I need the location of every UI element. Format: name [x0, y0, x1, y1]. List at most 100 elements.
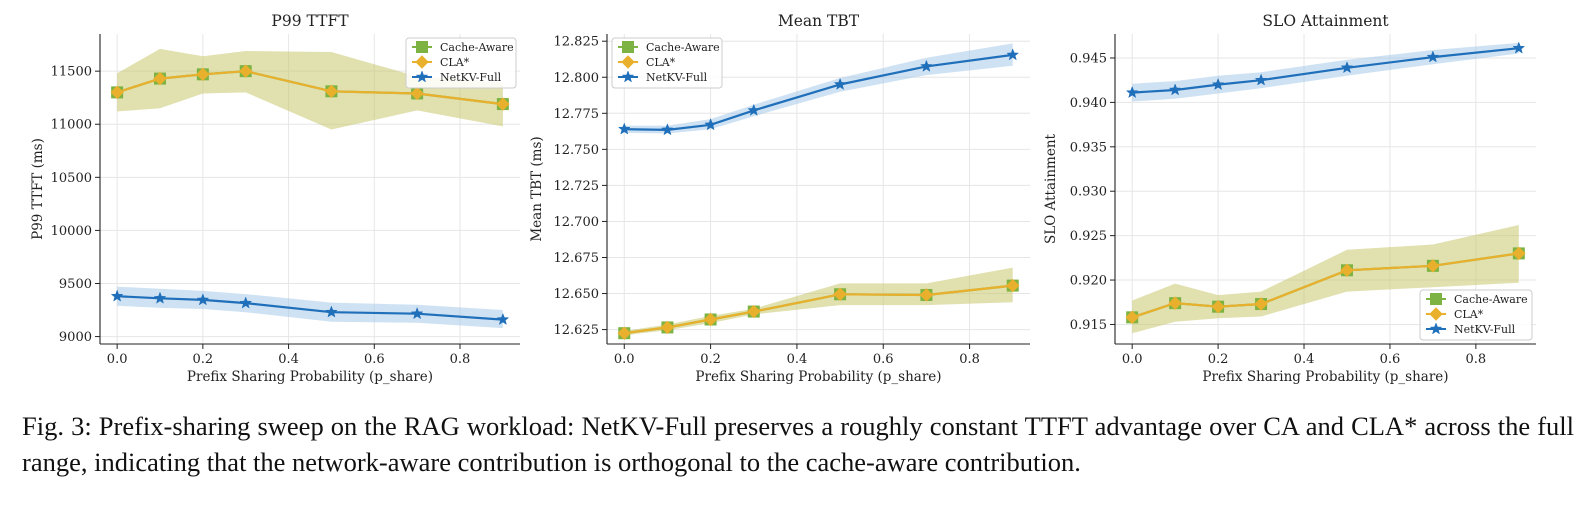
data-point-cla: [617, 326, 631, 340]
x-tick-label: 0.0: [1122, 352, 1143, 367]
y-tick-label: 12.825: [554, 35, 600, 50]
data-point-cla: [410, 86, 424, 101]
y-tick-label: 0.930: [1070, 185, 1107, 200]
y-tick-label: 0.940: [1070, 96, 1107, 111]
legend-label: CLA*: [646, 56, 676, 69]
data-point-netkv-full: [1512, 41, 1526, 54]
y-tick-label: 0.925: [1070, 229, 1107, 244]
legend-frame: [1419, 289, 1533, 341]
y-tick-label: 12.675: [554, 251, 600, 266]
y-tick-label: 0.915: [1070, 318, 1107, 333]
y-tick-label: 11500: [51, 65, 92, 80]
x-tick-label: 0.8: [1466, 352, 1487, 367]
figure-caption: Fig. 3: Prefix-sharing sweep on the RAG …: [22, 411, 1574, 477]
legend-label: NetKV-Full: [1454, 323, 1516, 336]
chart-panel-mean-tbt: 0.0 0.2 0.4 0.6 0.8 12.625 12.650 12.675 12.700 1…: [529, 12, 1030, 385]
data-point-cla: [1426, 259, 1440, 273]
legend: Cache-Aware CLA* NetKV-Full: [405, 37, 517, 89]
y-axis-label: P99 TTFT (ms): [30, 138, 46, 240]
data-point-cla: [1340, 263, 1354, 277]
legend-label: Cache-Aware: [1454, 293, 1528, 306]
data-point-cla: [1211, 299, 1225, 314]
legend-marker-cache-aware: [622, 41, 634, 53]
legend-label: CLA*: [440, 56, 470, 69]
x-axis-label: Prefix Sharing Probability (p_share): [1202, 369, 1448, 385]
chart-title: SLO Attainment: [1262, 12, 1389, 30]
y-tick-label: 0.945: [1070, 51, 1107, 66]
data-point-netkv-full: [661, 123, 674, 136]
legend-label: Cache-Aware: [646, 41, 720, 54]
data-point-netkv-full: [153, 291, 167, 304]
data-point-netkv-full: [410, 306, 424, 320]
legend-label: Cache-Aware: [440, 41, 514, 54]
confidence-band-netkv-full: [1132, 42, 1519, 102]
y-tick-label: 9000: [59, 330, 92, 345]
y-tick-label: 12.750: [554, 143, 600, 158]
legend-marker-cache-aware: [416, 41, 428, 53]
legend-marker-cache-aware: [1430, 293, 1442, 305]
x-tick-label: 0.0: [614, 352, 635, 367]
x-tick-label: 0.4: [787, 352, 808, 367]
confidence-band-netkv-full: [624, 43, 1013, 134]
y-tick-label: 0.920: [1070, 274, 1107, 289]
data-point-cla: [496, 97, 510, 111]
x-axis-label: Prefix Sharing Probability (p_share): [695, 369, 941, 385]
legend-label: NetKV-Full: [440, 71, 502, 84]
data-point-cla: [1512, 246, 1526, 261]
data-point-cla: [1168, 296, 1182, 310]
figure-charts: 0.0 0.2 0.4 0.6 0.8 9000 9500 10000 10500 11000 11…: [30, 12, 1536, 385]
y-axis-label: Mean TBT (ms): [529, 136, 545, 241]
y-axis-label: SLO Attainment: [1043, 133, 1059, 243]
chart-panel-p99-ttft: 0.0 0.2 0.4 0.6 0.8 9000 9500 10000 10500 11000 11…: [30, 12, 520, 385]
data-point-cla: [1006, 278, 1020, 293]
legend-label: CLA*: [1454, 308, 1484, 321]
data-point-netkv-full: [1426, 50, 1440, 63]
x-tick-label: 0.2: [700, 352, 721, 367]
data-point-netkv-full: [1254, 73, 1268, 86]
y-tick-label: 0.935: [1070, 140, 1107, 155]
x-tick-label: 0.2: [193, 352, 214, 367]
y-tick-label: 12.625: [554, 323, 600, 338]
x-tick-label: 0.2: [1208, 352, 1229, 367]
data-point-netkv-full: [196, 293, 210, 306]
chart-title: Mean TBT: [778, 12, 860, 30]
x-tick-label: 0.4: [278, 352, 299, 367]
y-tick-label: 12.800: [554, 71, 600, 86]
data-point-netkv-full: [496, 312, 510, 325]
data-point-cla: [196, 67, 210, 82]
y-tick-label: 10500: [51, 171, 92, 186]
data-point-cla: [324, 84, 339, 99]
legend-frame: [405, 37, 517, 89]
data-point-cla: [660, 320, 675, 335]
x-tick-label: 0.8: [959, 352, 980, 367]
legend-label: NetKV-Full: [646, 71, 708, 84]
legend-frame: [611, 37, 723, 89]
legend-marker-netkv-full: [1429, 322, 1443, 335]
data-point-netkv-full: [920, 59, 933, 72]
y-tick-label: 12.650: [554, 287, 600, 302]
x-tick-label: 0.8: [450, 352, 471, 367]
data-point-cla: [919, 288, 934, 302]
x-tick-label: 0.6: [1380, 352, 1401, 367]
legend-marker-cla: [621, 55, 635, 69]
x-tick-label: 0.6: [873, 352, 894, 367]
data-point-netkv-full: [325, 305, 338, 318]
data-point-netkv-full: [704, 118, 717, 131]
data-point-cla: [1125, 310, 1139, 325]
legend: Cache-Aware CLA* NetKV-Full: [1419, 289, 1533, 341]
data-point-cla: [110, 85, 124, 100]
data-point-cla: [153, 71, 167, 86]
legend-marker-netkv-full: [621, 70, 635, 83]
data-point-netkv-full: [1340, 61, 1354, 74]
data-point-cla: [1254, 297, 1268, 311]
data-point-netkv-full: [747, 103, 761, 116]
data-point-cla: [239, 64, 253, 78]
data-point-cla: [833, 287, 847, 301]
data-point-netkv-full: [617, 122, 631, 135]
y-tick-label: 9500: [59, 277, 92, 292]
x-tick-label: 0.6: [364, 352, 385, 367]
data-point-netkv-full: [110, 289, 124, 302]
chart-title: P99 TTFT: [271, 12, 349, 30]
data-point-netkv-full: [1006, 48, 1020, 61]
y-tick-label: 12.725: [554, 179, 600, 194]
